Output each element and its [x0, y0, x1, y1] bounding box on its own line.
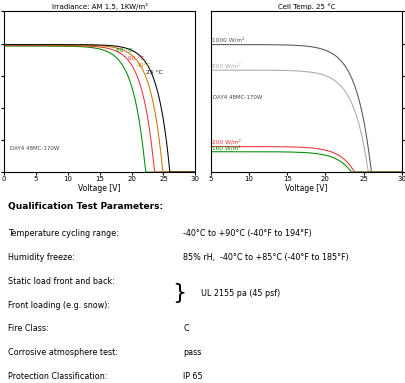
Text: -40°C to +90°C (-40°F to 194°F): -40°C to +90°C (-40°F to 194°F) — [183, 229, 311, 238]
Text: DAY4 48MC-170W: DAY4 48MC-170W — [212, 95, 262, 100]
Text: 40°C: 40°C — [136, 63, 151, 68]
Text: IP 65: IP 65 — [183, 372, 202, 381]
Text: 85% rH,  -40°C to +85°C (-40°F to 185°F): 85% rH, -40°C to +85°C (-40°F to 185°F) — [183, 253, 348, 262]
X-axis label: Voltage [V]: Voltage [V] — [284, 184, 327, 193]
X-axis label: Voltage [V]: Voltage [V] — [78, 184, 121, 193]
Text: Qualification Test Parameters:: Qualification Test Parameters: — [8, 203, 163, 211]
Text: Fire Class:: Fire Class: — [8, 324, 49, 333]
Text: 800 W/m²: 800 W/m² — [212, 62, 241, 68]
Text: C: C — [183, 324, 188, 333]
Text: 200 W/m²: 200 W/m² — [212, 139, 241, 145]
Title: Cell Temp. 25 °C: Cell Temp. 25 °C — [277, 4, 334, 10]
Text: Protection Classification:: Protection Classification: — [8, 372, 107, 381]
Text: Humidity freeze:: Humidity freeze: — [8, 253, 75, 262]
Text: 60 °C: 60 °C — [128, 56, 145, 61]
Text: Temperature cycling range:: Temperature cycling range: — [8, 229, 119, 238]
Text: 1000 W/m²: 1000 W/m² — [212, 37, 244, 43]
Text: DAY4 48MC-170W: DAY4 48MC-170W — [11, 146, 60, 151]
Text: 160 W/m²: 160 W/m² — [212, 145, 240, 151]
Text: Front loading (e.g. snow):: Front loading (e.g. snow): — [8, 301, 110, 309]
Text: Static load front and back:: Static load front and back: — [8, 277, 115, 286]
Text: 25 °C: 25 °C — [145, 70, 162, 75]
Text: pass: pass — [183, 348, 201, 357]
Text: UL 2155 pa (45 psf): UL 2155 pa (45 psf) — [200, 288, 279, 298]
Text: 80 °C: 80 °C — [115, 48, 132, 53]
Text: }: } — [172, 283, 186, 303]
Title: Irradiance: AM 1.5, 1KW/m²: Irradiance: AM 1.5, 1KW/m² — [51, 3, 147, 10]
Text: Corrosive atmosphere test:: Corrosive atmosphere test: — [8, 348, 117, 357]
